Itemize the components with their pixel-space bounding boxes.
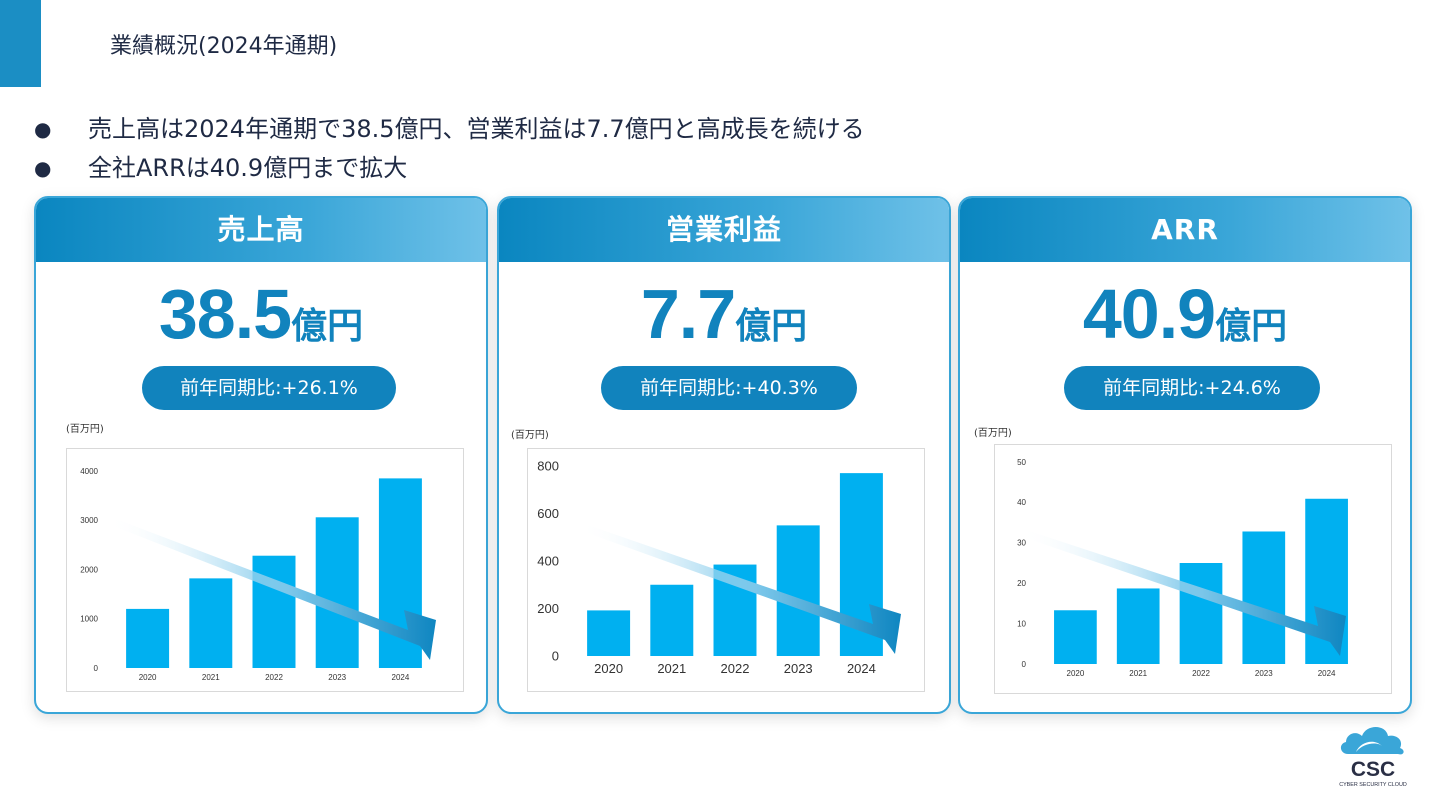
- bar-2022: [252, 555, 296, 668]
- bar-2023: [776, 525, 820, 656]
- kpi-number: 40.9: [1082, 275, 1216, 353]
- bar-2021: [189, 578, 233, 668]
- bar-2020: [126, 608, 170, 668]
- yoy-badge: 前年同期比:+26.1%: [142, 366, 396, 410]
- growth-arrow: [579, 522, 901, 654]
- y-tick-label: 40: [1017, 498, 1026, 507]
- y-tick-label: 0: [552, 649, 559, 664]
- bullet-text: 売上高は2024年通期で38.5億円、営業利益は7.7億円と高成長を続ける: [88, 115, 865, 143]
- chart-unit-label: (百万円): [511, 430, 549, 441]
- bar-2020: [587, 610, 631, 656]
- bar-2021: [650, 584, 694, 656]
- kpi-unit: 億円: [735, 306, 808, 347]
- x-category-label: 2022: [721, 661, 750, 676]
- csc-logo: CSC CYBER SECURITY CLOUD: [1339, 727, 1407, 788]
- x-category-label: 2020: [139, 673, 157, 682]
- kpi-value: 38.5億円: [36, 274, 486, 354]
- kpi-unit: 億円: [291, 306, 364, 347]
- kpi-number: 7.7: [640, 275, 736, 353]
- y-tick-label: 0: [94, 664, 99, 673]
- growth-arrow: [1020, 528, 1346, 656]
- x-category-label: 2022: [265, 673, 283, 682]
- x-category-label: 2023: [1255, 669, 1273, 678]
- y-tick-label: 4000: [80, 467, 98, 476]
- arr-bar-chart: 0 10 20 30 40 50 2020 2021 2022 2023 2024: [994, 444, 1392, 694]
- card-title: ARR: [960, 198, 1410, 262]
- card-title: 売上高: [36, 198, 486, 262]
- corner-accent-block: [0, 0, 41, 87]
- y-tick-label: 20: [1017, 579, 1026, 588]
- x-category-label: 2021: [1129, 669, 1147, 678]
- bar-2022: [1179, 563, 1223, 664]
- x-category-label: 2024: [1318, 669, 1336, 678]
- y-tick-label: 2000: [80, 565, 98, 574]
- y-tick-label: 50: [1017, 458, 1026, 467]
- bar-2023: [1242, 531, 1286, 664]
- kpi-value: 7.7億円: [499, 274, 949, 354]
- x-category-label: 2023: [784, 661, 813, 676]
- x-category-label: 2024: [847, 661, 876, 676]
- x-category-label: 2022: [1192, 669, 1210, 678]
- cloud-icon: [1340, 727, 1404, 755]
- y-tick-label: 3000: [80, 516, 98, 525]
- kpi-unit: 億円: [1215, 306, 1288, 347]
- bullet-text: 全社ARRは40.9億円まで拡大: [88, 154, 408, 182]
- kpi-number: 38.5: [158, 275, 292, 353]
- kpi-value: 40.9億円: [960, 274, 1410, 354]
- y-tick-label: 30: [1017, 539, 1026, 548]
- logo-subtext: CYBER SECURITY CLOUD: [1339, 782, 1407, 788]
- x-category-label: 2023: [328, 673, 346, 682]
- bullet-dot-icon: ●: [34, 156, 52, 180]
- y-tick-label: 800: [537, 459, 559, 474]
- operating-profit-card: 営業利益 7.7億円 前年同期比:+40.3% (百万円) 0 200 400 600…: [497, 196, 951, 714]
- y-tick-label: 1000: [80, 615, 98, 624]
- chart-unit-label: (百万円): [974, 428, 1012, 439]
- bar-2023: [315, 517, 359, 668]
- yoy-badge: 前年同期比:+40.3%: [601, 366, 857, 410]
- x-category-label: 2024: [392, 673, 410, 682]
- chart-unit-label: (百万円): [66, 424, 104, 435]
- bullet-dot-icon: ●: [34, 117, 52, 141]
- arr-card: ARR 40.9億円 前年同期比:+24.6% (百万円) 0 10 20 30 40 5…: [958, 196, 1412, 714]
- operating-profit-bar-chart: 0 200 400 600 800 2020 2021 2022 2023 2024: [527, 448, 925, 692]
- bar-2020: [1054, 610, 1097, 664]
- y-tick-label: 10: [1017, 619, 1026, 628]
- x-category-label: 2020: [594, 661, 623, 676]
- y-tick-label: 200: [537, 601, 559, 616]
- logo-text: CSC: [1351, 758, 1395, 781]
- card-title: 営業利益: [499, 198, 949, 262]
- y-tick-label: 0: [1022, 660, 1027, 669]
- x-category-label: 2021: [202, 673, 220, 682]
- yoy-badge: 前年同期比:+24.6%: [1064, 366, 1320, 410]
- growth-arrow: [108, 516, 436, 660]
- revenue-bar-chart: 0 1000 2000 3000 4000 2020 2021 2022 2023 2024: [66, 448, 464, 692]
- y-tick-label: 600: [537, 506, 559, 521]
- revenue-card: 売上高 38.5億円 前年同期比:+26.1% (百万円) 0 1000 2000 3…: [34, 196, 488, 714]
- y-tick-label: 400: [537, 554, 559, 569]
- x-category-label: 2020: [1067, 669, 1085, 678]
- bar-2021: [1116, 588, 1160, 664]
- slide-title: 業績概況(2024年通期): [110, 34, 338, 59]
- x-category-label: 2021: [657, 661, 686, 676]
